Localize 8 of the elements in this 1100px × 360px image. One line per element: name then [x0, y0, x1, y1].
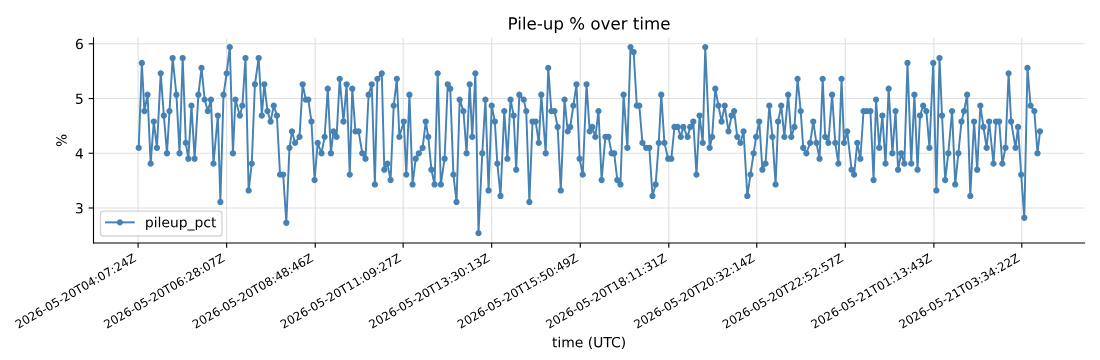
- legend-label: pileup_pct: [146, 216, 217, 231]
- y-tick-label: 5: [76, 93, 83, 105]
- x-axis-title: time (UTC): [552, 336, 625, 350]
- y-tick-label: 4: [75, 148, 83, 159]
- chart-title: Pile-up % over time: [509, 16, 670, 33]
- y-tick-label: 3: [76, 202, 83, 214]
- y-axis-title: %: [56, 134, 67, 147]
- y-tick-label: 6: [75, 38, 83, 50]
